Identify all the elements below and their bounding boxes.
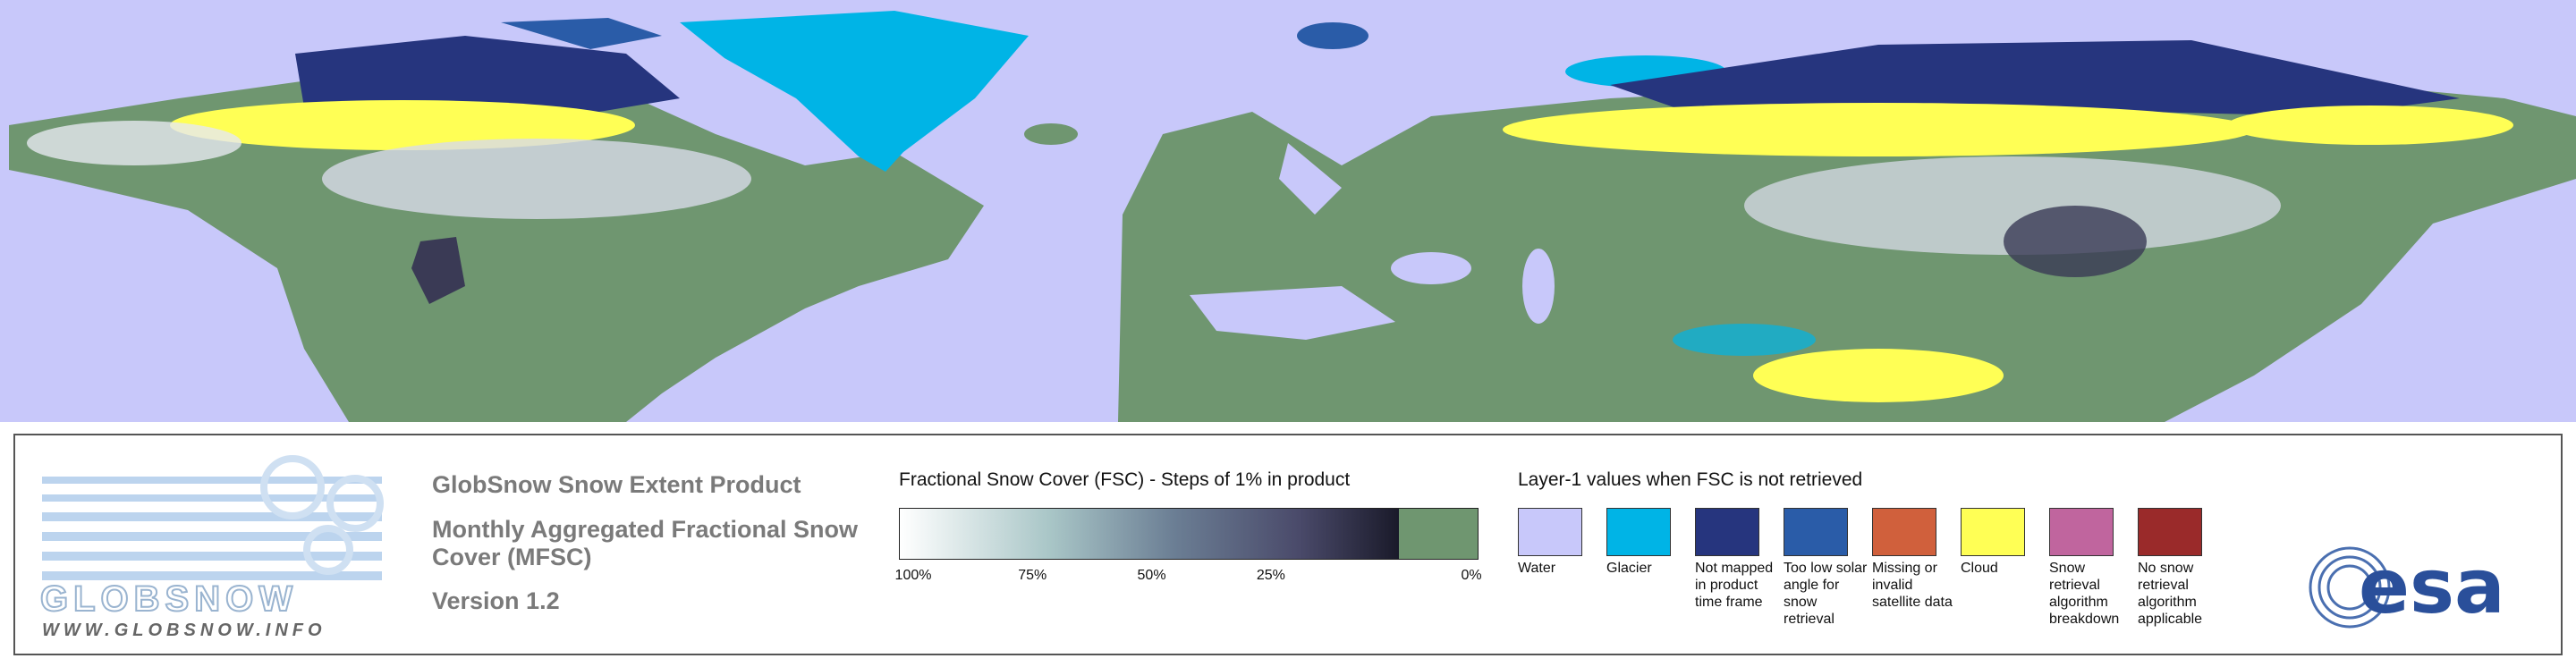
snow-map (0, 0, 2576, 422)
legend-swatch (1518, 508, 1582, 556)
fsc-tick-label: 75% (1018, 568, 1047, 583)
snow-area (2004, 206, 2147, 277)
legend-swatch (1872, 508, 1936, 556)
north-america (9, 76, 984, 422)
snow-area (27, 121, 242, 165)
legend-item: Snow retrieval algorithm breakdown (2049, 508, 2138, 628)
legend-item: Missing or invalid satellite data (1872, 508, 1961, 611)
fsc-legend-title: Fractional Snow Cover (FSC) - Steps of 1… (899, 469, 1351, 490)
globsnow-logo: GLOBSNOW WWW.GLOBSNOW.INFO (39, 455, 384, 639)
eurasia (1118, 73, 2576, 422)
greenland (680, 11, 1029, 172)
baltic-sea (1279, 143, 1342, 215)
globsnow-wordmark: GLOBSNOW (40, 579, 298, 619)
legend-item: Glacier (1606, 508, 1695, 577)
cloud-area (1503, 103, 2254, 156)
siberia-unmapped (1610, 40, 2460, 116)
product-subtitle: Monthly Aggregated Fractional Snow Cover… (432, 516, 859, 570)
legend-label: Too low solar angle for snow retrieval (1784, 561, 1868, 627)
legend-swatch (1606, 508, 1671, 556)
fsc-tick-label: 100% (894, 568, 932, 583)
legend-item: No snow retrieval algorithm applicable (2138, 508, 2226, 628)
legend-swatch (1961, 508, 2025, 556)
globsnow-url: WWW.GLOBSNOW.INFO (42, 621, 326, 639)
fsc-gradient (900, 509, 1400, 559)
legend-label: No snow retrieval algorithm applicable (2138, 561, 2203, 627)
legend-label: Missing or invalid satellite data (1872, 561, 1953, 610)
fsc-tick-label: 0% (1461, 568, 1482, 583)
black-sea (1391, 252, 1471, 284)
svalbard (1297, 22, 1368, 49)
arctic-islands (295, 36, 680, 116)
legend-label: Not mapped in product time frame (1695, 561, 1774, 610)
legend-label: Water (1518, 561, 1556, 576)
cloud-area (2227, 106, 2513, 145)
arctic-islands (501, 18, 662, 49)
legend-label: Glacier (1606, 561, 1652, 576)
legend-item: Cloud (1961, 508, 2049, 577)
esa-wordmark: esa (2359, 543, 2505, 630)
layer1-legend-title: Layer-1 values when FSC is not retrieved (1518, 469, 1863, 490)
cloud-area (170, 100, 635, 150)
legend-label: Snow retrieval algorithm breakdown (2049, 561, 2120, 627)
legend-item: Not mapped in product time frame (1695, 508, 1784, 611)
snow-area (411, 237, 465, 304)
fsc-no-snow (1399, 509, 1478, 559)
product-title: GlobSnow Snow Extent Product (432, 471, 801, 498)
glacier-area (1673, 324, 1816, 356)
product-version: Version 1.2 (432, 587, 560, 614)
cloud-area (1753, 349, 2004, 402)
legend-swatch (1695, 508, 1759, 556)
legend-swatch (2138, 508, 2202, 556)
mediterranean (1190, 286, 1395, 340)
snow-area (322, 139, 751, 219)
legend-panel: GLOBSNOW WWW.GLOBSNOW.INFO GlobSnow Snow… (13, 434, 2563, 655)
snow-area (1744, 156, 2281, 255)
iceland (1024, 123, 1078, 145)
fsc-colorbar (899, 508, 1479, 560)
legend-item: Too low solar angle for snow retrieval (1784, 508, 1872, 628)
fsc-tick-label: 25% (1256, 568, 1285, 583)
caspian-sea (1522, 249, 1555, 324)
legend-item: Water (1518, 508, 1606, 577)
legend-swatch (1784, 508, 1848, 556)
sea (2308, 322, 2433, 422)
legend-swatch (2049, 508, 2114, 556)
legend-label: Cloud (1961, 561, 1998, 576)
esa-logo: esa (2309, 543, 2505, 630)
fsc-tick-label: 50% (1137, 568, 1166, 583)
